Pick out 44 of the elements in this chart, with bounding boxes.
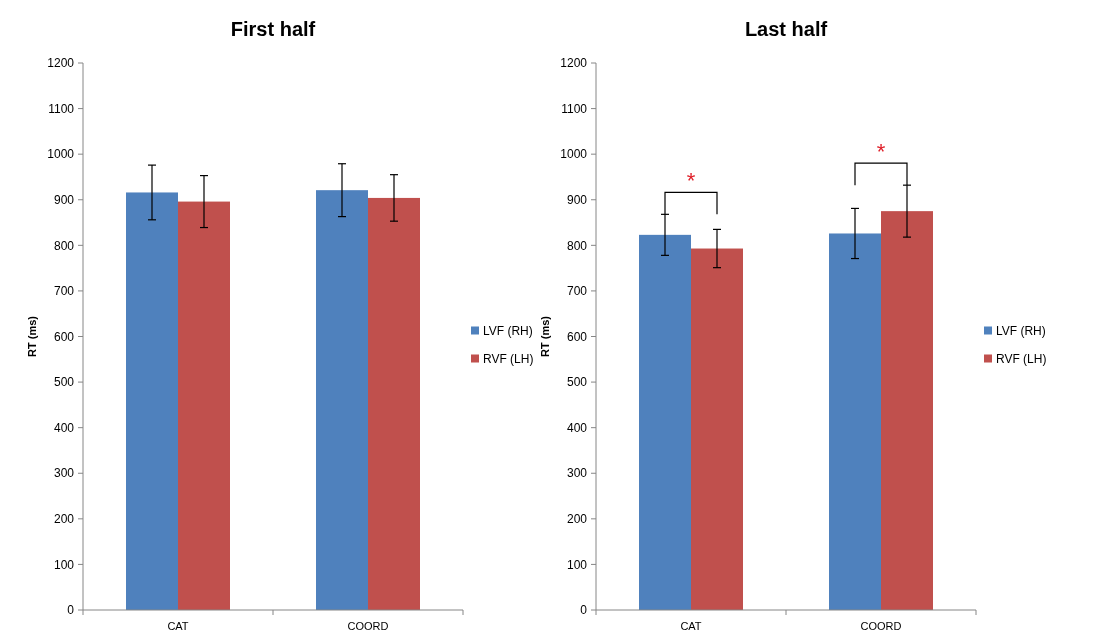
legend-label: RVF (LH) (996, 351, 1047, 366)
y-tick-label: 600 (53, 329, 75, 344)
y-tick-label: 700 (566, 284, 588, 299)
y-tick-label: 1100 (561, 101, 588, 116)
y-tick-label: 0 (580, 603, 588, 618)
y-tick-label: 1100 (48, 101, 75, 116)
y-tick-label: 1200 (47, 56, 75, 71)
y-tick-label: 500 (53, 375, 75, 390)
y-tick-label: 300 (53, 466, 75, 481)
y-tick-label: 800 (566, 238, 588, 253)
x-tick-label: CAT (167, 620, 189, 632)
y-tick-label: 900 (566, 192, 588, 207)
legend-label: LVF (RH) (996, 323, 1046, 338)
y-tick-label: 1000 (47, 147, 75, 162)
y-axis-title: RT (ms) (26, 315, 38, 357)
y-tick-label: 800 (53, 238, 75, 253)
bar (639, 234, 691, 610)
legend-label: LVF (RH) (483, 323, 533, 338)
y-tick-label: 0 (67, 603, 75, 618)
x-tick-label: COORD (860, 620, 902, 632)
y-tick-label: 200 (53, 512, 75, 527)
y-axis-title: RT (ms) (539, 315, 551, 357)
bar (829, 233, 881, 610)
y-tick-label: 900 (53, 192, 75, 207)
y-tick-label: 400 (566, 420, 588, 435)
y-tick-label: 400 (53, 420, 75, 435)
bar (691, 248, 743, 610)
chart-title: Last half (744, 18, 828, 40)
legend-label: RVF (LH) (483, 351, 534, 366)
x-tick-label: COORD (347, 620, 389, 632)
annotation: * (876, 139, 886, 165)
y-tick-label: 1200 (560, 56, 588, 71)
y-tick-label: 600 (566, 329, 588, 344)
chart-title: First half (230, 18, 316, 40)
y-tick-label: 100 (566, 557, 588, 572)
x-tick-label: CAT (680, 620, 702, 632)
y-tick-label: 500 (566, 375, 588, 390)
y-tick-label: 1000 (560, 147, 588, 162)
y-tick-label: 300 (566, 466, 588, 481)
y-tick-label: 700 (53, 284, 75, 299)
y-tick-label: 200 (566, 512, 588, 527)
bar (881, 211, 933, 610)
annotation: * (686, 168, 696, 194)
y-tick-label: 100 (53, 557, 75, 572)
